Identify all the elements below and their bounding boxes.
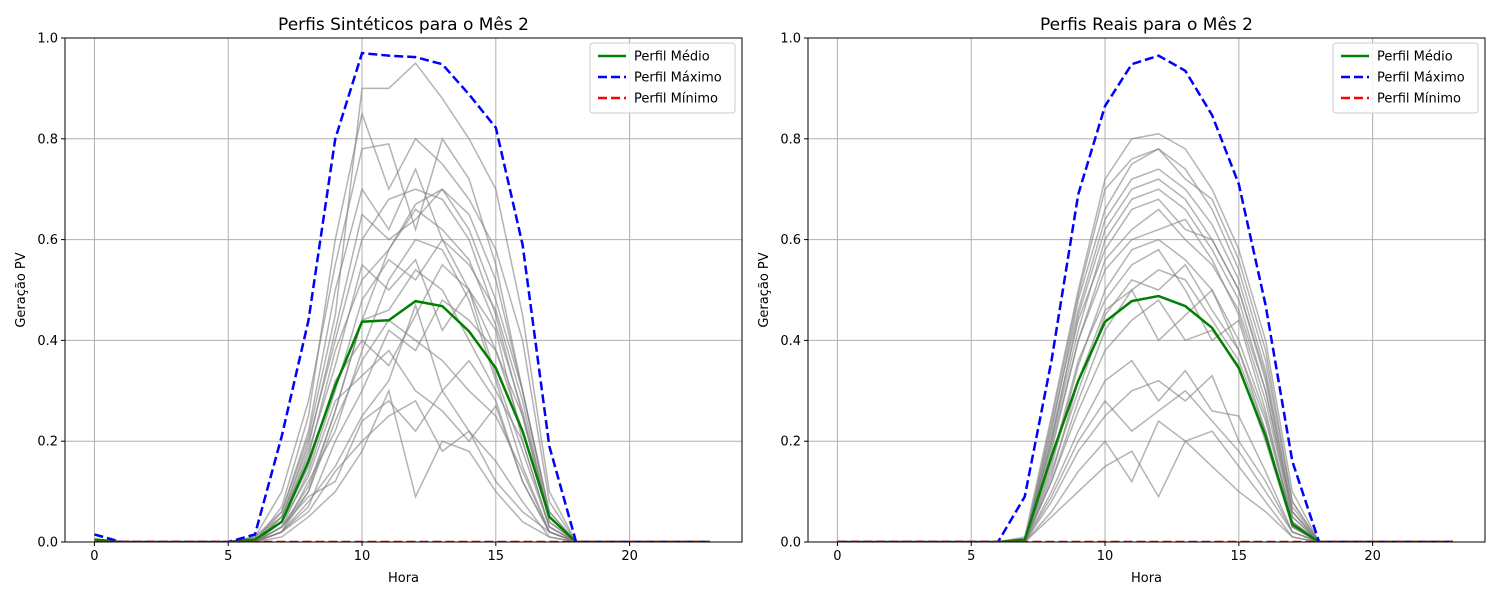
profile-line-13: [94, 110, 710, 542]
profile-line-3: [837, 238, 1453, 542]
profile-line-10: [94, 298, 710, 542]
profile-line-8: [837, 359, 1453, 542]
legend: Perfil Médio Perfil Máximo Perfil Mínimo: [1332, 42, 1479, 114]
y-tick-label: 0.8: [780, 132, 801, 147]
profile-line-10: [837, 248, 1453, 542]
profile-line-16: [94, 187, 710, 542]
profile-line-20: [837, 268, 1453, 542]
x-tick-label: 15: [488, 549, 505, 564]
profile-line-18: [837, 389, 1453, 542]
profile-line-7: [94, 188, 710, 542]
profile-line-1: [837, 132, 1453, 542]
profile-line-4: [94, 137, 710, 542]
chart-title: Perfis Reais para o Mês 2: [1040, 15, 1253, 35]
profile-line-9: [837, 188, 1453, 542]
axes-frame: [64, 37, 743, 543]
profile-line-15: [94, 319, 710, 542]
profile-line-12: [94, 388, 710, 542]
legend-label-1: Perfil Médio: [1377, 50, 1453, 65]
profile-line-14: [837, 419, 1453, 542]
series-line-2: [94, 51, 710, 542]
x-tick-label: 0: [90, 549, 98, 564]
profile-line-19: [837, 147, 1453, 542]
legend-label-3: Perfil Mínimo: [634, 92, 718, 107]
x-tick-label: 20: [1364, 549, 1381, 564]
profile-line-2: [94, 62, 710, 542]
y-tick-label: 0.8: [37, 132, 58, 147]
y-tick-label: 0.2: [37, 435, 58, 450]
y-tick-label: 0.6: [37, 233, 58, 248]
profile-line-17: [837, 218, 1453, 542]
profile-line-2: [837, 178, 1453, 542]
series-line-1: [94, 299, 710, 542]
profile-line-6: [94, 238, 710, 542]
legend-label-3: Perfil Mínimo: [1377, 92, 1461, 107]
x-tick-label: 0: [833, 549, 841, 564]
legend-box: [1332, 42, 1479, 114]
plot-area: [94, 51, 710, 542]
profile-line-5: [94, 263, 710, 542]
profile-line-12: [837, 168, 1453, 542]
x-tick-label: 10: [1097, 549, 1114, 564]
profile-line-11: [94, 258, 710, 542]
series-line-1: [837, 294, 1453, 542]
legend-box: [589, 42, 736, 114]
y-tick-label: 0.6: [780, 233, 801, 248]
profile-line-20: [94, 268, 710, 542]
legend-label-2: Perfil Máximo: [634, 71, 722, 86]
y-tick-label: 0.4: [780, 334, 801, 349]
chart-panel-2: 0 5 10 15 20 0.0 0.2 0.4 0.6 0.8 1.0 Perfis Reais p…: [757, 15, 1486, 586]
y-axis-label: Geração PV: [14, 252, 29, 327]
y-axis-label: Geração PV: [757, 252, 772, 327]
y-tick-label: 1.0: [780, 32, 801, 47]
profile-line-7: [837, 288, 1453, 542]
y-tick-label: 0.2: [780, 435, 801, 450]
legend: Perfil Médio Perfil Máximo Perfil Mínimo: [589, 42, 736, 114]
y-tick-label: 1.0: [37, 32, 58, 47]
profile-line-6: [837, 208, 1453, 542]
x-tick-label: 15: [1231, 549, 1248, 564]
profile-line-3: [94, 302, 710, 542]
chart-title: Perfis Sintéticos para o Mês 2: [278, 15, 529, 35]
axes-frame: [807, 37, 1486, 543]
y-tick-label: 0.0: [780, 536, 801, 551]
profile-line-18: [94, 399, 710, 542]
y-tick-label: 0.4: [37, 334, 58, 349]
profile-line-9: [94, 167, 710, 542]
chart-panel-1: 0 5 10 15 20 0.0 0.2 0.4 0.6 0.8 1.0 Perfis Sintéti…: [14, 15, 743, 586]
y-tick-label: 0.0: [37, 536, 58, 551]
profile-line-15: [837, 198, 1453, 542]
profile-line-8: [94, 359, 710, 542]
x-tick-label: 5: [224, 549, 232, 564]
legend-label-1: Perfil Médio: [634, 50, 710, 65]
profile-line-19: [94, 208, 710, 542]
x-tick-label: 20: [621, 549, 638, 564]
profile-line-1: [94, 188, 710, 542]
x-tick-label: 10: [354, 549, 371, 564]
profile-line-16: [837, 299, 1453, 542]
profile-line-4: [837, 430, 1453, 542]
x-axis-label: Hora: [388, 571, 419, 586]
profile-line-11: [837, 374, 1453, 542]
plot-area: [837, 54, 1453, 542]
profile-line-5: [837, 147, 1453, 542]
legend-label-2: Perfil Máximo: [1377, 71, 1465, 86]
x-axis-label: Hora: [1131, 571, 1162, 586]
profile-line-13: [837, 263, 1453, 542]
profile-line-14: [94, 238, 710, 542]
series-line-2: [837, 54, 1453, 542]
x-tick-label: 5: [967, 549, 975, 564]
profile-line-17: [94, 349, 710, 542]
